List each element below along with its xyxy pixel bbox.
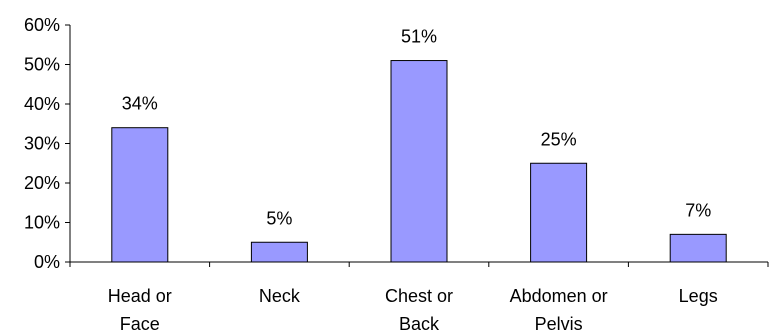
- bar: [111, 127, 169, 263]
- category-labels: Head or Face Neck Chest or Back Abdomen or Pel…: [108, 286, 718, 334]
- y-tick-label: 0%: [34, 252, 60, 272]
- data-label: 7%: [685, 200, 711, 220]
- category-label-line: Abdomen or: [510, 286, 608, 306]
- bar: [530, 162, 588, 263]
- y-tick-label: 50%: [24, 55, 60, 75]
- category-label: Neck: [259, 286, 301, 306]
- category-label-line: Pelvis: [535, 314, 583, 334]
- category-label: Abdomen or Pelvis: [510, 286, 608, 334]
- category-label-line: Head or: [108, 286, 172, 306]
- data-labels: 34% 5% 51% 25% 7%: [122, 27, 711, 229]
- x-axis-ticks: [69, 262, 769, 267]
- y-axis-ticks: 0% 10% 20% 30% 40% 50% 60%: [24, 15, 70, 272]
- category-label: Head or Face: [108, 286, 172, 334]
- bars: [111, 60, 727, 263]
- y-tick-label: 40%: [24, 94, 60, 114]
- bar: [390, 60, 448, 263]
- category-label-line: Neck: [259, 286, 301, 306]
- bar: [669, 233, 727, 263]
- y-tick-label: 10%: [24, 213, 60, 233]
- y-tick-label: 30%: [24, 134, 60, 154]
- data-label: 34%: [122, 94, 158, 114]
- bar: [250, 241, 308, 263]
- category-label-line: Back: [399, 314, 440, 334]
- y-tick-label: 20%: [24, 173, 60, 193]
- category-label-line: Chest or: [385, 286, 453, 306]
- data-label: 51%: [401, 27, 437, 47]
- category-label: Legs: [679, 286, 718, 306]
- data-label: 25%: [541, 129, 577, 149]
- category-label: Chest or Back: [385, 286, 453, 334]
- y-tick-label: 60%: [24, 15, 60, 35]
- data-label: 5%: [266, 208, 292, 228]
- category-label-line: Legs: [679, 286, 718, 306]
- category-label-line: Face: [120, 314, 160, 334]
